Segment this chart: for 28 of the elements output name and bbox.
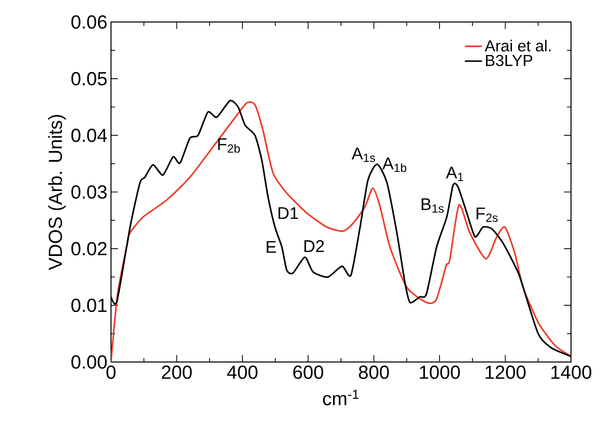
annotation: D1 <box>278 207 298 219</box>
x-tick-label: 1400 <box>551 366 592 379</box>
x-tick-label: 1200 <box>486 366 526 379</box>
x-tick-label: 0 <box>106 366 116 379</box>
annotation: A$_{1}$ <box>446 166 464 181</box>
y-tick-label: 0.05 <box>71 72 107 86</box>
x-tick-label: 600 <box>293 366 324 379</box>
y-tick-label: 0.06 <box>71 15 107 29</box>
legend-label: Arai et al. <box>484 40 551 52</box>
annotation: E <box>266 241 276 253</box>
annotation: A$_{1s}$ <box>352 148 376 162</box>
y-tick-label: 0.01 <box>71 298 107 312</box>
annotation: D2 <box>304 240 324 252</box>
x-tick-label: 400 <box>227 366 258 379</box>
annotation: A$_{1b}$ <box>382 158 406 172</box>
y-axis-title: VDOS (Arb. Units) <box>48 115 66 270</box>
annotation: F$_{2s}$ <box>476 208 498 222</box>
x-axis-title: cm$^{-1}$ <box>323 390 359 406</box>
y-tick-label: 0.04 <box>71 128 107 142</box>
x-tick-label: 1000 <box>420 366 460 379</box>
y-tick-label: 0.02 <box>71 242 107 256</box>
x-tick-label: 800 <box>358 366 389 379</box>
annotation: B$_{1s}$ <box>422 198 444 213</box>
annotation: F$_{2b}$ <box>218 138 240 153</box>
y-tick-label: 0.03 <box>71 185 107 199</box>
legend-label: B3LYP <box>486 54 532 66</box>
x-tick-label: 200 <box>162 366 192 379</box>
y-tick-label: 0.00 <box>71 355 107 369</box>
